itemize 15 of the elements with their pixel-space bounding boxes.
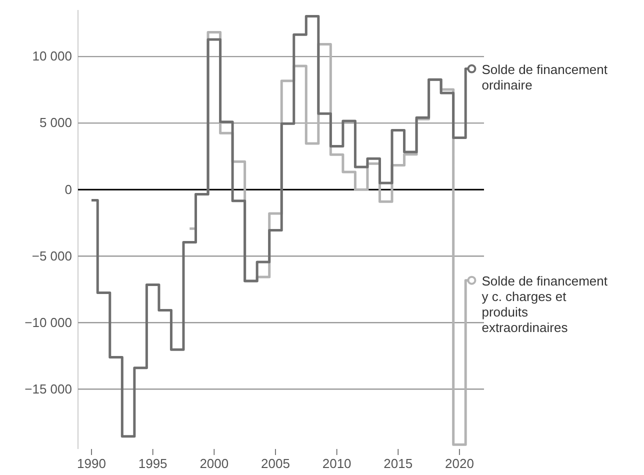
x-tick-label: 2005 [261,456,290,472]
x-tick-label: 2020 [445,456,474,472]
y-tick-label: −15 000 [24,381,72,396]
y-tick-label: −10 000 [24,314,72,330]
series-label: Solde de financement y c. charges et produits extraordinaires [482,273,608,335]
y-tick-label: 0 [64,182,72,197]
x-tick-label: 2015 [384,456,413,472]
y-tick-label: −5 000 [32,248,72,264]
series-label: Solde de financement ordinaire [482,62,608,92]
y-tick-label: 10 000 [32,48,72,64]
x-tick-label: 2000 [200,456,229,472]
y-tick-label: 5 000 [39,115,72,130]
x-tick-label: 2010 [322,456,352,472]
x-tick-label: 1995 [138,456,168,472]
x-tick-label: 1990 [77,456,106,472]
